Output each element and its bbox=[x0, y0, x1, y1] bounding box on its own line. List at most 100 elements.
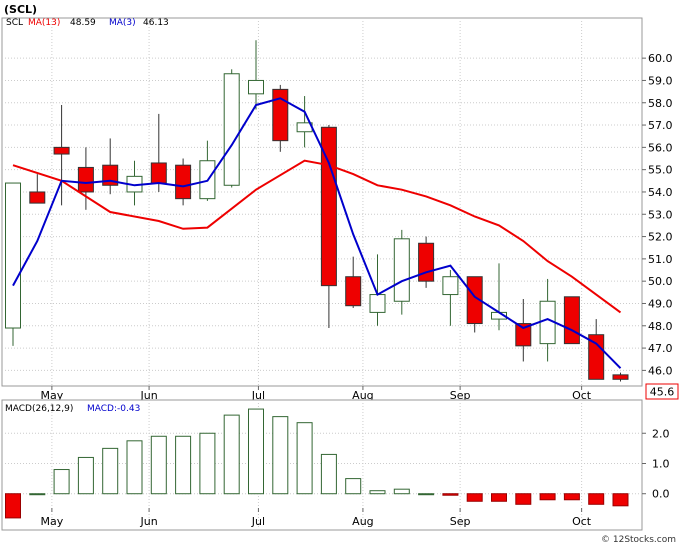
ma13-line bbox=[12, 159, 622, 314]
macd-bar bbox=[296, 422, 313, 495]
price-moving-averages bbox=[12, 97, 622, 369]
candle bbox=[466, 276, 483, 333]
macd-bar bbox=[223, 414, 240, 495]
last-price-label: 45.6 bbox=[650, 386, 675, 399]
candle bbox=[563, 296, 580, 345]
candle-body bbox=[345, 276, 362, 307]
macd-month-label: Jun bbox=[139, 515, 157, 528]
price-ytick-label: 53.0 bbox=[648, 208, 673, 221]
price-ytick-label: 57.0 bbox=[648, 119, 673, 132]
macd-bar bbox=[175, 435, 192, 495]
macd-bar bbox=[53, 469, 70, 495]
price-month-label: Jun bbox=[139, 389, 157, 402]
candle bbox=[272, 84, 289, 152]
candle bbox=[248, 40, 264, 110]
candle bbox=[29, 174, 46, 204]
price-grid bbox=[2, 18, 642, 386]
candle bbox=[5, 182, 21, 346]
candle bbox=[223, 69, 240, 188]
price-panel: 46.0 47.0 48.0 49.0 50.0 51.0 52.0 53.0 54.0 55.0… bbox=[1, 3, 679, 402]
price-ytick-label: 47.0 bbox=[648, 342, 673, 355]
macd-y-axis: 0.0 1.0 2.0 bbox=[642, 427, 670, 501]
candle bbox=[369, 254, 386, 326]
candle-body bbox=[248, 79, 264, 95]
candle bbox=[53, 104, 70, 206]
price-ytick-label: 55.0 bbox=[648, 164, 673, 177]
macd-ytick-label: 2.0 bbox=[652, 427, 670, 440]
candle-body bbox=[29, 191, 46, 204]
price-ytick-label: 50.0 bbox=[648, 275, 673, 288]
ma3-line bbox=[12, 97, 622, 369]
macd-bar bbox=[491, 493, 507, 502]
candle-body bbox=[588, 334, 605, 380]
macd-ytick-label: 0.0 bbox=[652, 488, 670, 501]
price-ytick-label: 58.0 bbox=[648, 97, 673, 110]
macd-bar bbox=[563, 493, 580, 501]
macd-bar bbox=[320, 453, 337, 495]
candle-body bbox=[393, 238, 410, 302]
price-month-label: Jul bbox=[251, 389, 265, 402]
candle bbox=[345, 256, 362, 308]
price-month-label: Oct bbox=[572, 389, 592, 402]
candle bbox=[612, 372, 629, 382]
macd-bar bbox=[515, 493, 532, 505]
macd-bar bbox=[588, 493, 605, 505]
legend-symbol: SCL bbox=[6, 18, 23, 28]
price-month-label: May bbox=[41, 389, 64, 402]
candle-body bbox=[272, 88, 289, 142]
price-x-axis: May Jun Jul Aug Sep Oct bbox=[41, 386, 592, 402]
candle-body bbox=[442, 276, 459, 296]
candle-body bbox=[53, 146, 70, 155]
candle-body bbox=[563, 296, 580, 345]
copyright-footer: © 12Stocks.com bbox=[601, 535, 676, 545]
macd-month-label: Aug bbox=[352, 515, 373, 528]
macd-ytick-label: 1.0 bbox=[652, 457, 670, 470]
macd-bars bbox=[5, 408, 629, 519]
legend-ma13-value: 48.59 bbox=[70, 18, 96, 28]
macd-bar bbox=[126, 440, 143, 495]
macd-bar bbox=[612, 493, 629, 507]
macd-bar bbox=[272, 416, 289, 495]
legend-ma3-label: MA(3) bbox=[109, 18, 136, 28]
macd-bar bbox=[29, 493, 46, 496]
candle bbox=[588, 319, 605, 380]
candle bbox=[539, 278, 556, 362]
price-month-label: Sep bbox=[450, 389, 471, 402]
price-ytick-label: 51.0 bbox=[648, 253, 673, 266]
macd-legend: MACD:-0.43 bbox=[87, 404, 140, 414]
legend-ma13-label: MA(13) bbox=[28, 18, 60, 28]
candle-body bbox=[175, 164, 192, 200]
macd-month-label: May bbox=[41, 515, 64, 528]
price-legend: SCL MA(13) 48.59 MA(3) 46.13 bbox=[6, 18, 169, 28]
price-ytick-label: 49.0 bbox=[648, 297, 673, 310]
macd-month-label: Jul bbox=[251, 515, 265, 528]
chart-title: (SCL) bbox=[4, 3, 37, 16]
price-ytick-label: 54.0 bbox=[648, 186, 673, 199]
candle-body bbox=[515, 323, 532, 347]
macd-bar bbox=[466, 493, 483, 502]
macd-month-label: Sep bbox=[450, 515, 471, 528]
price-ytick-label: 60.0 bbox=[648, 52, 673, 65]
candle bbox=[442, 270, 459, 326]
macd-bar bbox=[539, 493, 556, 501]
candle bbox=[515, 299, 532, 362]
candle bbox=[418, 236, 435, 288]
macd-bar bbox=[345, 478, 362, 495]
price-ytick-label: 48.0 bbox=[648, 320, 673, 333]
macd-bar bbox=[102, 447, 119, 495]
candle-body bbox=[77, 166, 94, 193]
price-ytick-label: 46.0 bbox=[648, 364, 673, 377]
macd-panel: 0.0 1.0 2.0 May Jun Jul Aug Sep Oct MACD(26,12,… bbox=[1, 399, 670, 531]
macd-bar bbox=[393, 488, 410, 495]
macd-month-label: Oct bbox=[572, 515, 592, 528]
macd-x-axis: May Jun Jul Aug Sep Oct bbox=[41, 508, 592, 528]
macd-bar bbox=[248, 408, 264, 495]
candle bbox=[77, 147, 94, 210]
candle-body bbox=[223, 73, 240, 186]
last-price-tag: 45.6 bbox=[645, 383, 679, 400]
candle bbox=[393, 229, 410, 315]
price-ytick-label: 56.0 bbox=[648, 141, 673, 154]
candle-body bbox=[5, 182, 21, 329]
price-month-label: Aug bbox=[352, 389, 373, 402]
